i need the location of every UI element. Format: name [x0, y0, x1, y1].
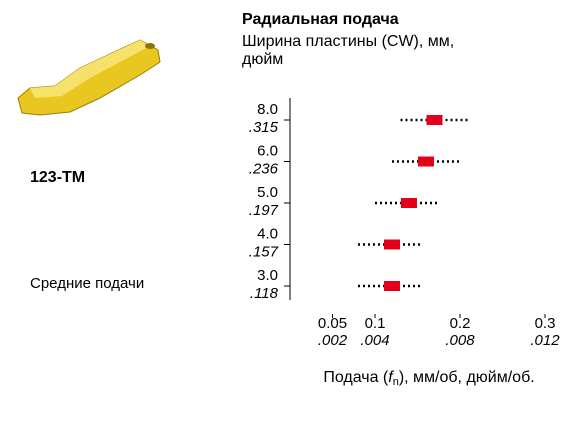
y-tick-label: 5.0 — [257, 184, 278, 201]
x-tick-label-inch: .004 — [360, 332, 389, 349]
y-tick-label-inch: .197 — [249, 202, 279, 219]
y-tick-label-inch: .118 — [250, 285, 279, 302]
x-tick-label: 0.3 — [535, 315, 556, 332]
x-axis-label: Подача (fn), мм/об, дюйм/об. — [323, 369, 534, 388]
feed-marker — [384, 239, 400, 250]
x-tick-label-inch: .008 — [445, 332, 475, 349]
x-label-part: f — [388, 369, 394, 386]
x-label-part: ), мм/об, дюйм/об. — [399, 369, 535, 386]
y-tick-label: 3.0 — [257, 267, 278, 284]
x-tick-label-inch: .002 — [318, 332, 348, 349]
y-tick-label: 8.0 — [257, 101, 278, 118]
x-tick-label-inch: .012 — [530, 332, 560, 349]
feed-marker — [426, 115, 443, 125]
y-tick-label-inch: .315 — [249, 119, 279, 136]
x-label-part: n — [393, 376, 399, 388]
subtitle: Ширина пластины (CW), мм, — [242, 33, 454, 50]
note: Средние подачи — [30, 275, 144, 292]
feed-marker — [384, 281, 400, 291]
subtitle: дюйм — [242, 51, 283, 68]
y-tick-label-inch: .157 — [249, 243, 279, 260]
x-tick-label: 0.2 — [450, 315, 471, 332]
y-tick-label: 4.0 — [257, 225, 278, 242]
product-label: 123-TM — [30, 169, 85, 186]
feed-marker — [418, 156, 434, 167]
x-tick-label: 0.1 — [365, 315, 386, 332]
feed-marker — [401, 198, 417, 208]
y-tick-label: 6.0 — [257, 142, 278, 159]
x-label-part: Подача ( — [323, 369, 389, 386]
y-tick-label-inch: .236 — [249, 160, 279, 177]
x-tick-label: 0.05 — [318, 315, 347, 332]
insert-image — [17, 39, 161, 116]
chart-title: Радиальная подача — [242, 11, 399, 28]
